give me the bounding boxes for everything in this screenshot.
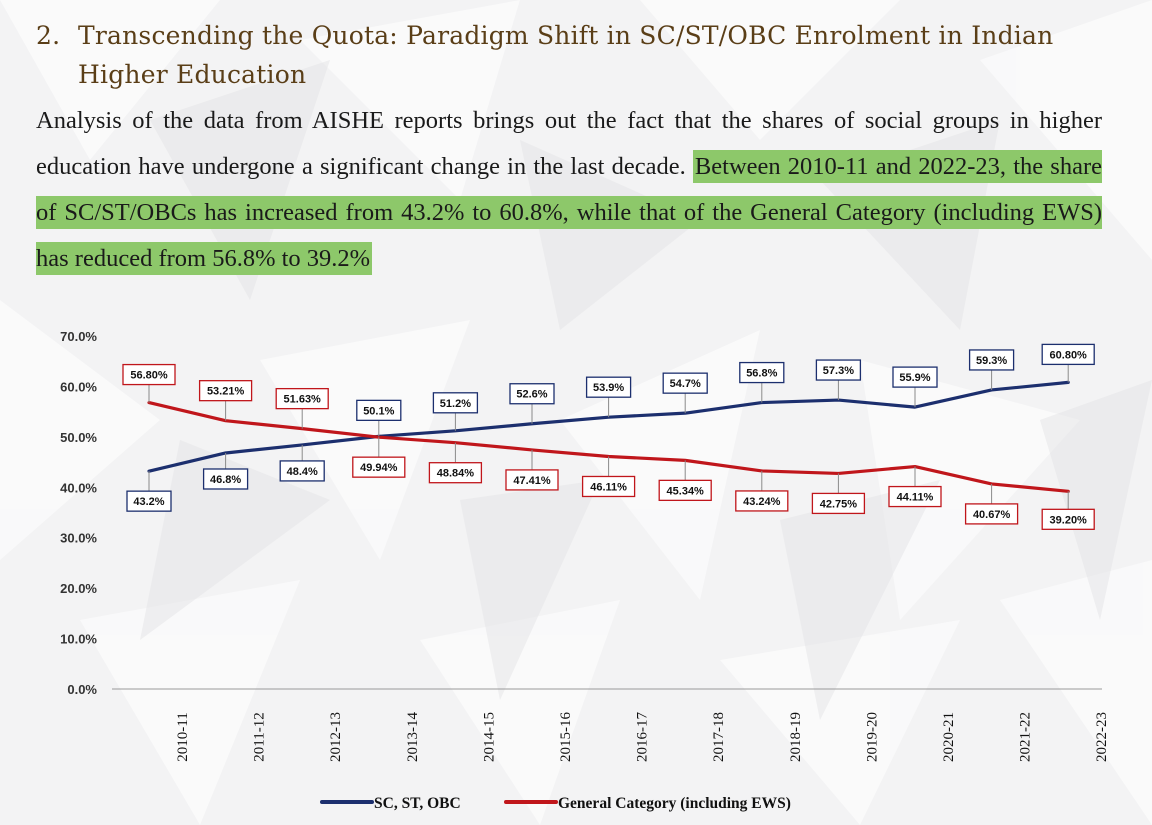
general-data-label: 53.21% xyxy=(207,386,245,398)
x-tick-label: 2011-12 xyxy=(252,712,268,761)
general-label-box xyxy=(658,479,712,502)
sc-st-obc-label-box xyxy=(126,490,172,512)
sc-st-obc-data-label: 57.3% xyxy=(823,365,854,377)
y-tick-label: 20.0% xyxy=(60,581,97,596)
sc-st-obc-data-label: 48.4% xyxy=(287,466,318,478)
heading-line-2: Higher Education xyxy=(78,60,307,89)
sc-st-obc-label-box xyxy=(815,359,862,381)
general-data-label: 47.41% xyxy=(513,475,551,487)
y-tick-label: 10.0% xyxy=(60,632,97,647)
sc-st-obc-data-label: 52.6% xyxy=(516,389,547,401)
general-data-label: 39.20% xyxy=(1050,514,1088,526)
section-number: 2. xyxy=(36,21,61,50)
sc-st-obc-label-box xyxy=(892,366,938,388)
general-data-label: 45.34% xyxy=(667,485,705,497)
sc-st-obc-data-label: 51.2% xyxy=(440,398,471,410)
general-label-box xyxy=(811,492,866,515)
general-data-label: 51.63% xyxy=(284,394,322,406)
general-label-box xyxy=(352,456,406,478)
sc-st-obc-data-label: 54.7% xyxy=(670,378,701,390)
sc-st-obc-data-label: 55.9% xyxy=(899,372,930,384)
y-tick-label: 70.0% xyxy=(60,329,97,344)
x-tick-label: 2019-20 xyxy=(864,712,880,762)
general-data-label: 42.75% xyxy=(820,498,858,510)
general-data-label: 40.67% xyxy=(973,509,1011,521)
general-label-box xyxy=(964,503,1019,525)
y-tick-label: 30.0% xyxy=(60,531,97,546)
general-label-box xyxy=(428,462,483,484)
general-label-box xyxy=(122,363,176,386)
general-data-label: 56.80% xyxy=(130,370,168,382)
sc-st-obc-label-box xyxy=(1041,343,1095,366)
x-tick-label: 2020-21 xyxy=(941,712,957,762)
sc-st-obc-label-box xyxy=(356,399,402,422)
y-tick-label: 60.0% xyxy=(60,379,97,394)
x-tick-label: 2018-19 xyxy=(788,712,804,762)
paragraph-text: Analysis of the data from AISHE reports … xyxy=(36,107,1102,180)
legend-label-general: General Category (including EWS) xyxy=(558,795,791,812)
sc-st-obc-data-label: 56.8% xyxy=(746,368,777,380)
x-tick-label: 2016-17 xyxy=(635,712,651,762)
x-tick-label: 2017-18 xyxy=(711,712,727,762)
sc-st-obc-data-label: 50.1% xyxy=(363,405,394,417)
sc-st-obc-label-box xyxy=(739,361,785,384)
legend-label-sc-st-obc: SC, ST, OBC xyxy=(374,795,461,812)
sc-st-obc-data-label: 43.2% xyxy=(133,496,164,508)
sc-st-obc-label-box xyxy=(662,372,708,394)
heading-line-1: Transcending the Quota: Paradigm Shift i… xyxy=(78,21,1054,50)
x-tick-label: 2012-13 xyxy=(328,712,344,762)
analysis-paragraph: Analysis of the data from AISHE reports … xyxy=(36,98,1102,282)
general-data-label: 48.84% xyxy=(437,468,475,480)
sc-st-obc-data-label: 53.9% xyxy=(593,382,624,394)
sc-st-obc-data-label: 46.8% xyxy=(210,474,241,486)
enrolment-share-line-chart: 0.0% 10.0% 20.0% 30.0% 40.0% 50.0% 60.0% 70.0% 2… xyxy=(60,329,1110,812)
general-label-box xyxy=(888,485,942,508)
x-tick-label: 2022-23 xyxy=(1094,712,1110,762)
general-data-label: 44.11% xyxy=(897,492,934,504)
x-tick-label: 2013-14 xyxy=(405,712,421,762)
general-label-box xyxy=(275,387,329,410)
x-tick-label: 2014-15 xyxy=(481,712,497,762)
x-tick-label: 2010-11 xyxy=(175,712,191,761)
sc-st-obc-label-box xyxy=(968,349,1015,371)
y-tick-label: 0.0% xyxy=(67,682,97,697)
general-label-box xyxy=(198,380,253,402)
general-data-label: 43.24% xyxy=(743,496,781,508)
sc-st-obc-label-box xyxy=(279,460,325,482)
x-tick-label: 2021-22 xyxy=(1018,712,1034,762)
sc-st-obc-label-box xyxy=(432,392,479,414)
sc-st-obc-label-box xyxy=(509,383,555,405)
y-tick-label: 50.0% xyxy=(60,430,97,445)
general-label-box xyxy=(581,475,636,498)
sc-st-obc-data-label: 60.80% xyxy=(1050,349,1088,361)
y-tick-label: 40.0% xyxy=(60,480,97,495)
general-label-box xyxy=(735,490,789,512)
sc-st-obc-data-label: 59.3% xyxy=(976,355,1007,367)
general-data-label: 46.11% xyxy=(590,481,627,493)
general-label-box xyxy=(505,469,559,491)
sc-st-obc-label-box xyxy=(202,468,249,490)
sc-st-obc-label-box xyxy=(585,376,632,398)
x-tick-label: 2015-16 xyxy=(558,712,574,762)
general-data-label: 49.94% xyxy=(360,462,398,474)
section-heading: 2. Transcending the Quota: Paradigm Shift… xyxy=(36,16,1116,94)
general-label-box xyxy=(1041,508,1095,530)
